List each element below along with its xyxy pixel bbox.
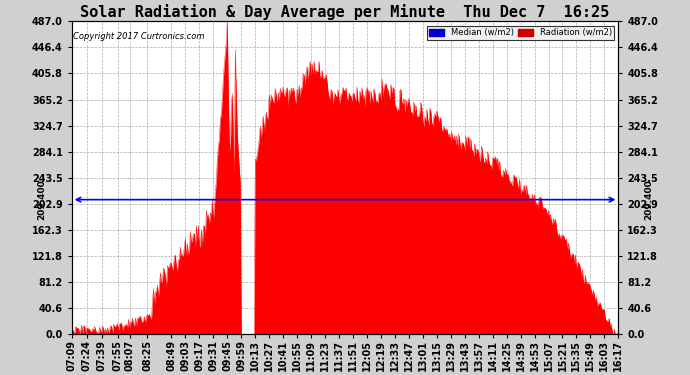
Text: 209.400: 209.400 <box>644 179 653 220</box>
Text: 209.400: 209.400 <box>37 179 46 220</box>
Title: Solar Radiation & Day Average per Minute  Thu Dec 7  16:25: Solar Radiation & Day Average per Minute… <box>80 4 610 20</box>
Legend: Median (w/m2), Radiation (w/m2): Median (w/m2), Radiation (w/m2) <box>426 26 614 39</box>
Text: Copyright 2017 Curtronics.com: Copyright 2017 Curtronics.com <box>72 32 204 41</box>
